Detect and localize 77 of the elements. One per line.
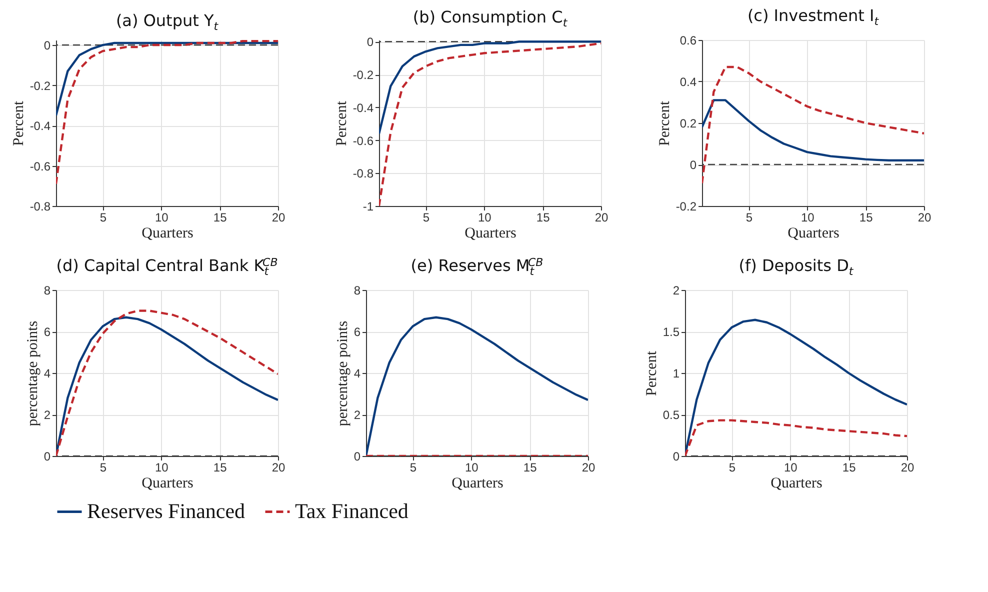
y-tick-label: 6	[354, 325, 361, 339]
x-tick-label: 5	[100, 460, 107, 474]
y-tick-label: 2	[44, 408, 51, 422]
line-series	[702, 99, 924, 162]
line-series	[56, 40, 278, 185]
y-tick-label: 1.5	[662, 325, 680, 339]
x-tick-label: 15	[523, 460, 538, 474]
x-tick-label: 10	[154, 210, 169, 224]
y-tick-label: 2	[672, 284, 680, 298]
y-tick-label: 0.4	[680, 75, 697, 89]
x-tick-label: 10	[800, 210, 815, 224]
x-tick-label: 15	[213, 210, 228, 224]
legend-label: Tax Financed	[295, 498, 409, 523]
x-tick-label: 5	[728, 460, 736, 474]
y-tick-label: 8	[354, 284, 361, 298]
y-tick-label: -0.6	[352, 134, 374, 148]
y-tick-label: -1	[362, 200, 374, 214]
x-tick-label: 15	[842, 460, 856, 474]
chart-title: (a) Output Y$_{t}$	[116, 11, 219, 33]
chart-title: (f) Deposits D$_{t}$	[738, 256, 854, 278]
y-tick-label: 0.5	[662, 408, 680, 422]
y-tick-label: 0	[672, 450, 680, 464]
y-tick-label: 0	[354, 450, 361, 464]
x-tick-label: 15	[213, 460, 228, 474]
y-tick-label: 2	[354, 408, 361, 422]
y-tick-label: 0.2	[680, 116, 697, 130]
y-tick-label: -0.2	[352, 68, 374, 82]
y-tick-label: 0	[44, 38, 51, 53]
y-axis-title: Percent	[334, 100, 350, 146]
x-tick-label: 10	[784, 460, 798, 474]
x-tick-label: 20	[900, 460, 914, 474]
y-tick-label: 4	[354, 366, 361, 380]
line-series	[56, 42, 278, 117]
y-tick-label: 0	[690, 158, 697, 172]
y-tick-label: -0.6	[30, 159, 51, 174]
y-axis-title: Percent	[656, 100, 673, 146]
x-tick-label: 15	[536, 210, 550, 224]
x-axis-title: Quarters	[770, 476, 822, 492]
y-tick-label: 0	[366, 35, 374, 50]
x-tick-label: 20	[272, 210, 286, 224]
x-tick-label: 15	[859, 210, 874, 224]
x-axis-title: Quarters	[142, 226, 194, 242]
x-axis-title: Quarters	[452, 476, 504, 492]
y-tick-label: 0	[44, 450, 51, 464]
y-tick-label: -0.2	[30, 78, 51, 93]
y-tick-label: -0.8	[30, 200, 51, 214]
y-axis-title: percentage points	[334, 320, 351, 426]
x-tick-label: 10	[478, 210, 492, 224]
x-axis-title: Quarters	[464, 226, 516, 242]
x-tick-label: 5	[422, 210, 430, 224]
y-tick-label: 6	[44, 325, 51, 339]
x-tick-label: 20	[272, 460, 286, 474]
x-tick-label: 20	[594, 210, 608, 224]
x-tick-label: 20	[582, 460, 596, 474]
y-tick-label: 4	[44, 366, 51, 380]
x-axis-title: Quarters	[142, 476, 194, 492]
x-axis-title: Quarters	[788, 226, 840, 242]
x-tick-label: 10	[464, 460, 479, 474]
y-tick-label: 1	[672, 366, 680, 380]
y-tick-label: 0.6	[680, 34, 697, 48]
line-series	[702, 66, 924, 184]
y-axis-title: percentage points	[24, 320, 41, 426]
y-tick-label: -0.2	[676, 200, 697, 214]
y-tick-label: -0.8	[352, 166, 374, 181]
y-axis-title: Percent	[10, 100, 27, 146]
chart-title: (b) Consumption C$_{t}$	[412, 8, 568, 30]
x-tick-label: 5	[410, 460, 417, 474]
x-tick-label: 5	[100, 210, 107, 224]
chart-title: (c) Investment I$_{t}$	[747, 6, 880, 28]
legend-label: Reserves Financed	[87, 498, 246, 523]
y-tick-label: -0.4	[352, 100, 374, 115]
y-axis-title: Percent	[644, 350, 660, 396]
x-tick-label: 10	[154, 460, 169, 474]
x-tick-label: 20	[918, 210, 932, 224]
x-tick-label: 5	[746, 210, 753, 224]
y-tick-label: 8	[44, 284, 51, 298]
y-tick-label: -0.4	[30, 119, 51, 134]
